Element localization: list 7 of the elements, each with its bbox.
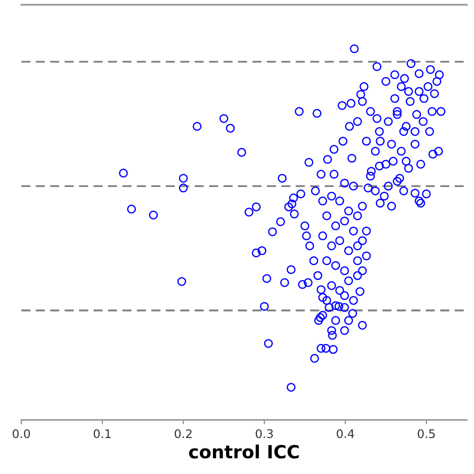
x-tick-label: 0.5 xyxy=(418,429,435,438)
x-tick-label: 0.0 xyxy=(12,429,30,438)
x-tick-label: 0.3 xyxy=(256,429,273,438)
x-tick-label: 0.4 xyxy=(336,429,354,438)
x-tick-label: 0.2 xyxy=(174,429,192,438)
x-tick-label: 0.1 xyxy=(94,429,111,438)
x-axis-title: control ICC xyxy=(189,444,299,459)
